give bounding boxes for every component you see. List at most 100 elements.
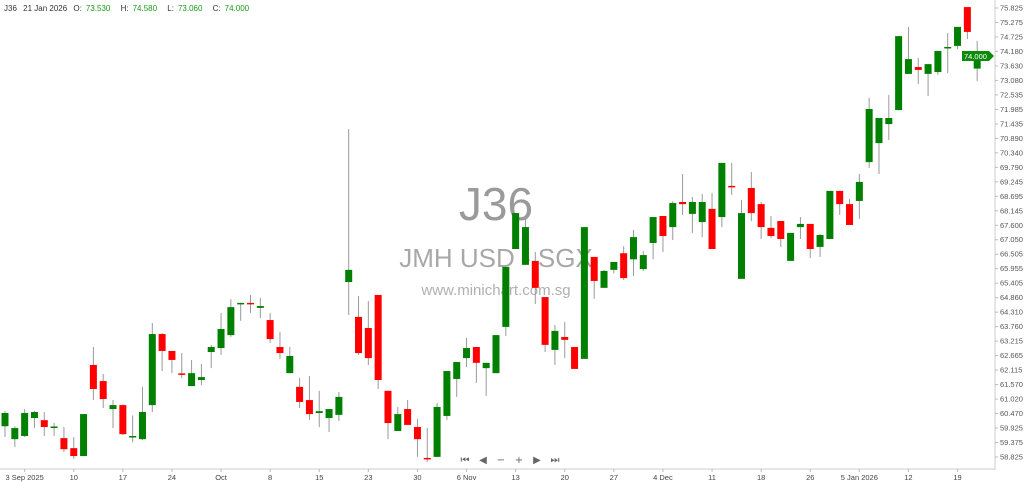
candle[interactable]	[21, 409, 29, 438]
candle[interactable]	[119, 404, 127, 435]
candle[interactable]	[541, 297, 549, 353]
candle[interactable]	[11, 426, 19, 448]
candle[interactable]	[453, 362, 461, 397]
candle[interactable]	[89, 346, 97, 401]
prev-icon[interactable]: ◀	[479, 455, 487, 466]
candle[interactable]	[345, 129, 353, 316]
candle[interactable]	[806, 223, 814, 258]
candle[interactable]	[796, 217, 804, 239]
candle[interactable]	[266, 312, 274, 344]
candle[interactable]	[718, 162, 726, 228]
candle[interactable]	[875, 118, 883, 174]
candle[interactable]	[404, 400, 412, 425]
candle[interactable]	[129, 415, 137, 443]
candle[interactable]	[836, 190, 844, 215]
candle[interactable]	[610, 261, 618, 274]
candle[interactable]	[305, 376, 313, 420]
candle[interactable]	[757, 201, 765, 239]
candle[interactable]	[384, 390, 392, 440]
next-icon[interactable]: ▶	[533, 455, 541, 466]
candle[interactable]	[512, 213, 520, 250]
candle[interactable]	[168, 350, 176, 374]
candle[interactable]	[217, 312, 225, 355]
candle[interactable]	[846, 199, 854, 225]
candle[interactable]	[286, 346, 294, 374]
last-icon[interactable]: ⏭	[551, 455, 560, 466]
candle[interactable]	[443, 371, 451, 420]
candle[interactable]	[590, 256, 598, 299]
candle[interactable]	[934, 50, 942, 75]
candle[interactable]	[148, 322, 156, 412]
candle[interactable]	[109, 400, 117, 429]
candle[interactable]	[30, 411, 38, 429]
candle[interactable]	[197, 363, 205, 386]
candle[interactable]	[463, 338, 471, 368]
candle[interactable]	[924, 64, 932, 97]
candle[interactable]	[571, 346, 579, 369]
candle[interactable]	[374, 294, 382, 389]
zoom-in-icon[interactable]: +	[515, 455, 523, 466]
candle[interactable]	[738, 199, 745, 279]
candle[interactable]	[777, 221, 785, 247]
candle[interactable]	[325, 409, 333, 433]
candle[interactable]	[472, 346, 480, 383]
candle[interactable]	[502, 266, 510, 336]
candle[interactable]	[620, 246, 628, 280]
candle[interactable]	[315, 390, 323, 428]
candle[interactable]	[855, 173, 863, 219]
candle[interactable]	[227, 299, 235, 337]
candle[interactable]	[433, 402, 441, 457]
candle[interactable]	[256, 297, 264, 318]
candle[interactable]	[60, 427, 68, 453]
candle[interactable]	[600, 269, 608, 288]
candle[interactable]	[914, 58, 922, 84]
candle[interactable]	[688, 196, 696, 233]
candle[interactable]	[158, 332, 166, 372]
candle[interactable]	[482, 362, 490, 396]
candle[interactable]	[639, 251, 647, 271]
candle[interactable]	[423, 428, 431, 462]
candle[interactable]	[649, 217, 657, 260]
candle[interactable]	[40, 411, 48, 437]
candle[interactable]	[669, 201, 677, 241]
candle[interactable]	[679, 173, 687, 215]
candle[interactable]	[944, 32, 952, 74]
candle[interactable]	[355, 296, 363, 355]
candle[interactable]	[708, 193, 716, 250]
candle[interactable]	[207, 344, 215, 369]
candle[interactable]	[413, 419, 421, 457]
candle[interactable]	[521, 218, 529, 265]
zoom-out-icon[interactable]: −	[497, 455, 505, 466]
candle[interactable]	[394, 406, 402, 431]
candle[interactable]	[178, 353, 186, 378]
first-icon[interactable]: ⏮	[461, 455, 470, 466]
candle[interactable]	[580, 227, 588, 359]
candle[interactable]	[659, 215, 667, 252]
candle[interactable]	[698, 194, 706, 238]
candle[interactable]	[787, 232, 795, 261]
candle[interactable]	[895, 36, 903, 111]
candle[interactable]	[99, 373, 107, 409]
candle[interactable]	[728, 162, 736, 195]
candle[interactable]	[1, 411, 9, 438]
candle[interactable]	[954, 26, 962, 50]
candle[interactable]	[865, 97, 873, 168]
candle[interactable]	[885, 95, 893, 140]
candle[interactable]	[296, 377, 304, 409]
candle[interactable]	[767, 215, 775, 238]
candle[interactable]	[629, 229, 637, 276]
candle[interactable]	[492, 335, 500, 374]
candle[interactable]	[247, 294, 254, 313]
candle[interactable]	[561, 321, 569, 359]
candle[interactable]	[276, 331, 284, 359]
candle[interactable]	[551, 325, 559, 365]
candle[interactable]	[747, 171, 755, 222]
candle[interactable]	[364, 301, 372, 365]
candle[interactable]	[335, 391, 343, 421]
candle[interactable]	[70, 437, 78, 459]
candle[interactable]	[904, 26, 912, 74]
candle[interactable]	[531, 251, 539, 304]
candle[interactable]	[237, 302, 245, 321]
candle[interactable]	[963, 7, 971, 40]
